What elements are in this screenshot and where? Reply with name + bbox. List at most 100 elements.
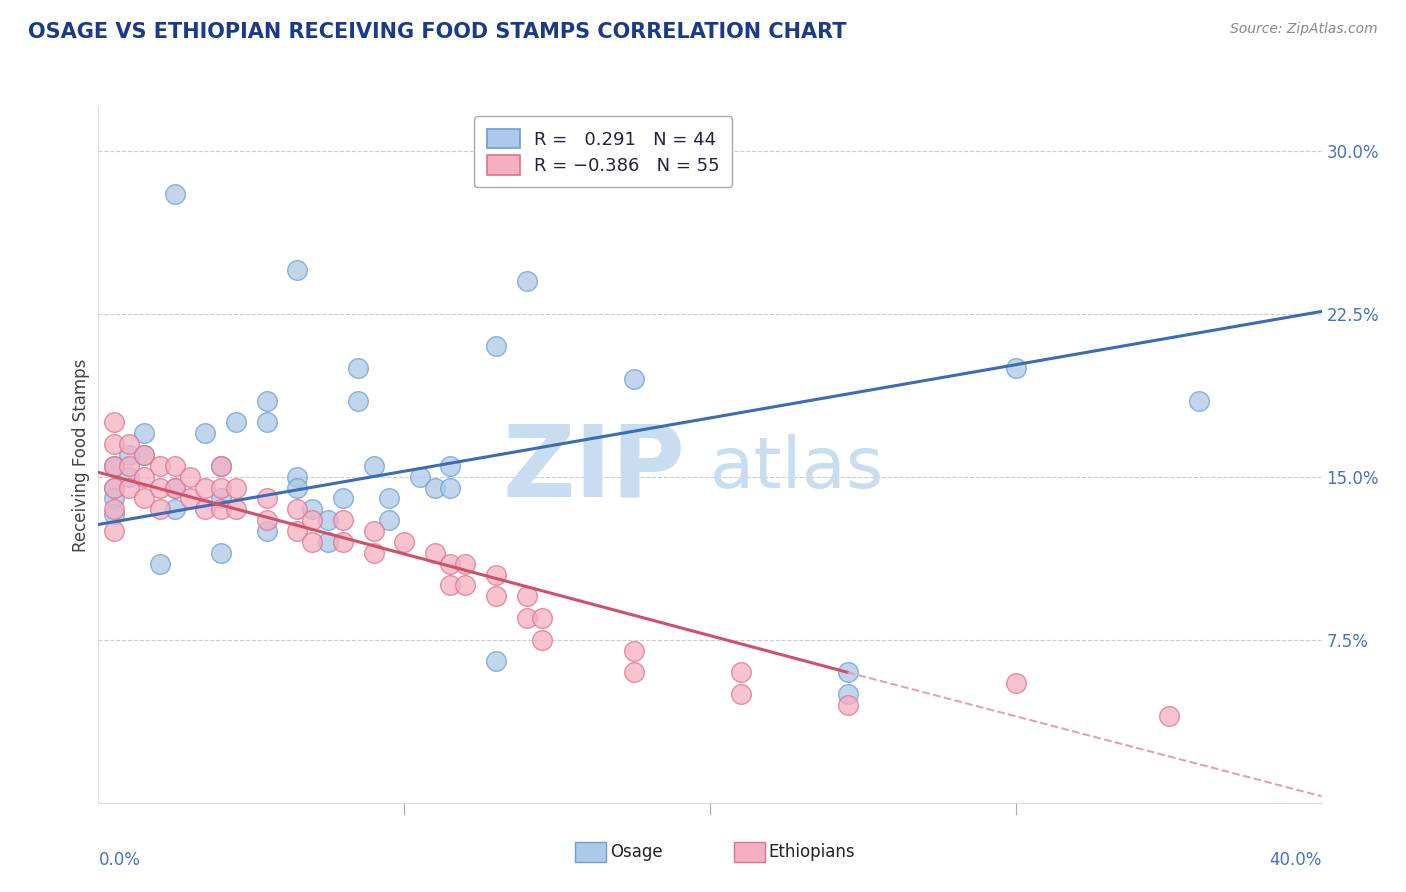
Point [209, 458, 232, 473]
Point [623, 665, 645, 680]
Point [485, 339, 508, 353]
Text: ZIP: ZIP [503, 420, 686, 517]
Point [256, 491, 278, 506]
Point [454, 557, 477, 571]
Point [103, 458, 125, 473]
Point [134, 426, 156, 441]
Point [485, 567, 508, 582]
Point [285, 481, 308, 495]
Point [163, 481, 186, 495]
Point [179, 469, 201, 483]
Point [163, 481, 186, 495]
Point [378, 491, 401, 506]
Point [730, 665, 752, 680]
Point [134, 469, 156, 483]
Point [225, 481, 247, 495]
Point [149, 481, 172, 495]
Text: Osage: Osage [610, 843, 662, 861]
Point [347, 360, 370, 375]
Point [118, 437, 141, 451]
Point [285, 263, 308, 277]
Text: 40.0%: 40.0% [1270, 851, 1322, 869]
Point [209, 458, 232, 473]
Point [225, 415, 247, 429]
Point [118, 458, 141, 473]
Point [439, 578, 461, 592]
Point [149, 557, 172, 571]
Point [316, 535, 339, 549]
Point [179, 491, 201, 506]
Point [118, 448, 141, 462]
Point [363, 524, 385, 538]
Legend: R =   0.291   N = 44, R = −0.386   N = 55: R = 0.291 N = 44, R = −0.386 N = 55 [474, 116, 733, 187]
Point [423, 546, 446, 560]
Point [149, 458, 172, 473]
Point [103, 502, 125, 516]
Point [103, 458, 125, 473]
Point [332, 513, 354, 527]
Point [837, 687, 859, 701]
Point [194, 481, 217, 495]
Point [439, 458, 461, 473]
Point [516, 274, 538, 288]
Point [516, 611, 538, 625]
Point [103, 437, 125, 451]
Y-axis label: Receiving Food Stamps: Receiving Food Stamps [72, 359, 90, 551]
Point [134, 448, 156, 462]
Point [439, 557, 461, 571]
Text: 0.0%: 0.0% [98, 851, 141, 869]
Point [225, 502, 247, 516]
Point [837, 665, 859, 680]
Point [623, 372, 645, 386]
Point [285, 469, 308, 483]
Point [1004, 360, 1026, 375]
FancyBboxPatch shape [734, 842, 765, 862]
FancyBboxPatch shape [575, 842, 606, 862]
Point [530, 611, 553, 625]
Point [363, 458, 385, 473]
Point [408, 469, 430, 483]
Point [103, 491, 125, 506]
Point [423, 481, 446, 495]
Text: atlas: atlas [710, 434, 884, 503]
Point [194, 426, 217, 441]
Point [256, 415, 278, 429]
Text: Ethiopians: Ethiopians [769, 843, 855, 861]
Point [103, 415, 125, 429]
Point [209, 546, 232, 560]
Point [149, 502, 172, 516]
Text: Source: ZipAtlas.com: Source: ZipAtlas.com [1230, 22, 1378, 37]
Point [118, 481, 141, 495]
Point [837, 698, 859, 712]
Point [256, 513, 278, 527]
Point [103, 481, 125, 495]
Point [332, 535, 354, 549]
Point [163, 458, 186, 473]
Point [439, 481, 461, 495]
Point [103, 481, 125, 495]
Point [163, 186, 186, 201]
Point [134, 491, 156, 506]
Point [209, 491, 232, 506]
Point [301, 535, 323, 549]
Point [103, 507, 125, 521]
Point [256, 393, 278, 408]
Point [485, 589, 508, 603]
Point [332, 491, 354, 506]
Point [392, 535, 416, 549]
Point [730, 687, 752, 701]
Point [209, 502, 232, 516]
Point [363, 546, 385, 560]
Point [378, 513, 401, 527]
Point [454, 578, 477, 592]
Point [285, 502, 308, 516]
Point [209, 481, 232, 495]
Point [1188, 393, 1211, 408]
Point [316, 513, 339, 527]
Point [516, 589, 538, 603]
Point [194, 502, 217, 516]
Point [285, 524, 308, 538]
Point [256, 524, 278, 538]
Point [163, 502, 186, 516]
Point [103, 524, 125, 538]
